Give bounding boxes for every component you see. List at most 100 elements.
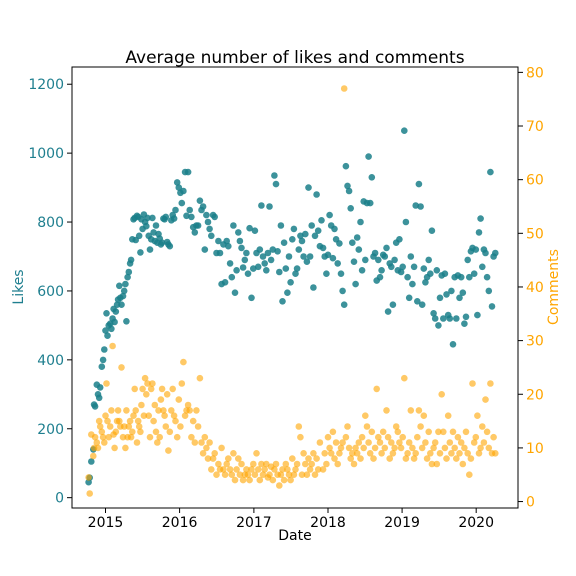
comments-point (145, 412, 152, 420)
comments-point (112, 428, 120, 436)
likes-point (462, 313, 470, 321)
comments-point (151, 401, 159, 409)
comments-point (211, 450, 218, 457)
likes-point (292, 270, 299, 278)
comments-point (285, 471, 293, 479)
likes-point (244, 270, 252, 278)
comments-point (109, 342, 116, 350)
likes-point (158, 239, 166, 246)
comments-point (290, 471, 298, 479)
comments-point (201, 433, 209, 441)
likes-point (358, 267, 366, 274)
likes-point (175, 184, 183, 191)
comments-point (168, 407, 175, 414)
comments-point (392, 423, 400, 430)
comments-point (258, 460, 265, 468)
likes-point (170, 215, 178, 222)
y-left-tick-label: 200 (37, 422, 64, 438)
likes-point (440, 315, 447, 322)
comments-point (198, 439, 205, 446)
likes-point (246, 224, 253, 232)
comments-point (396, 439, 403, 446)
comments-point (444, 412, 452, 420)
comments-point (158, 385, 166, 393)
comments-point (433, 460, 441, 468)
comments-point (303, 471, 311, 479)
likes-point (199, 203, 207, 210)
likes-point (144, 214, 151, 222)
comments-point (446, 439, 454, 446)
comments-point (293, 460, 301, 468)
comments-point (129, 428, 136, 436)
comments-point (284, 466, 291, 473)
likes-point (194, 222, 202, 229)
y-left-tick-label: 800 (37, 215, 64, 231)
likes-point (448, 287, 455, 295)
comments-point (279, 466, 286, 473)
y-left-tick-label: 600 (37, 284, 64, 300)
likes-point (466, 273, 473, 281)
likes-point (449, 341, 457, 348)
likes-point (334, 260, 342, 267)
likes-point (477, 215, 484, 222)
comments-point (376, 439, 384, 446)
likes-point (326, 211, 333, 219)
y-right-tick-label: 10 (526, 441, 544, 457)
comments-point (334, 460, 342, 468)
comments-point (420, 412, 428, 420)
likes-point (216, 249, 224, 257)
likes-point (162, 213, 170, 221)
likes-point (149, 214, 156, 222)
likes-point (282, 265, 290, 272)
likes-point (112, 308, 120, 315)
likes-point (266, 203, 273, 210)
likes-point (241, 256, 249, 264)
comments-point (490, 433, 497, 441)
likes-point (215, 237, 222, 245)
comments-point (228, 471, 236, 479)
comments-point (409, 444, 416, 452)
likes-point (383, 244, 390, 252)
comments-point (336, 450, 343, 457)
comments-point (472, 433, 480, 441)
comments-point (135, 423, 143, 430)
likes-point (137, 249, 144, 256)
likes-point (487, 168, 494, 176)
likes-point (391, 256, 398, 264)
likes-point (204, 218, 212, 226)
likes-point (221, 279, 229, 286)
comments-point (344, 423, 351, 430)
comments-point (405, 439, 413, 446)
likes-point (443, 291, 450, 298)
comments-point (193, 407, 200, 414)
likes-point (337, 270, 345, 278)
x-tick-label: 2015 (88, 515, 124, 531)
comments-point (191, 439, 199, 446)
likes-point (347, 205, 355, 212)
comments-point (368, 428, 376, 436)
comments-point (308, 460, 316, 468)
comments-point (366, 450, 374, 457)
likes-point (289, 236, 296, 243)
comments-point (483, 428, 491, 436)
comments-point (378, 450, 385, 457)
likes-point (479, 263, 486, 271)
x-tick-label: 2018 (310, 515, 346, 531)
comments-point (467, 455, 475, 462)
comments-point (329, 428, 337, 436)
likes-point (365, 153, 372, 160)
comments-point (482, 396, 489, 403)
likes-point (300, 253, 307, 260)
likes-point (127, 256, 135, 264)
comments-point (479, 423, 486, 430)
likes-point (125, 268, 133, 276)
likes-point (485, 287, 493, 295)
y-right-tick-label: 80 (526, 65, 544, 81)
comments-point (99, 433, 107, 441)
comments-point (233, 466, 240, 473)
likes-point (122, 280, 129, 288)
likes-point (492, 249, 499, 257)
y-right-tick-label: 30 (526, 334, 544, 350)
likes-point (470, 270, 478, 278)
